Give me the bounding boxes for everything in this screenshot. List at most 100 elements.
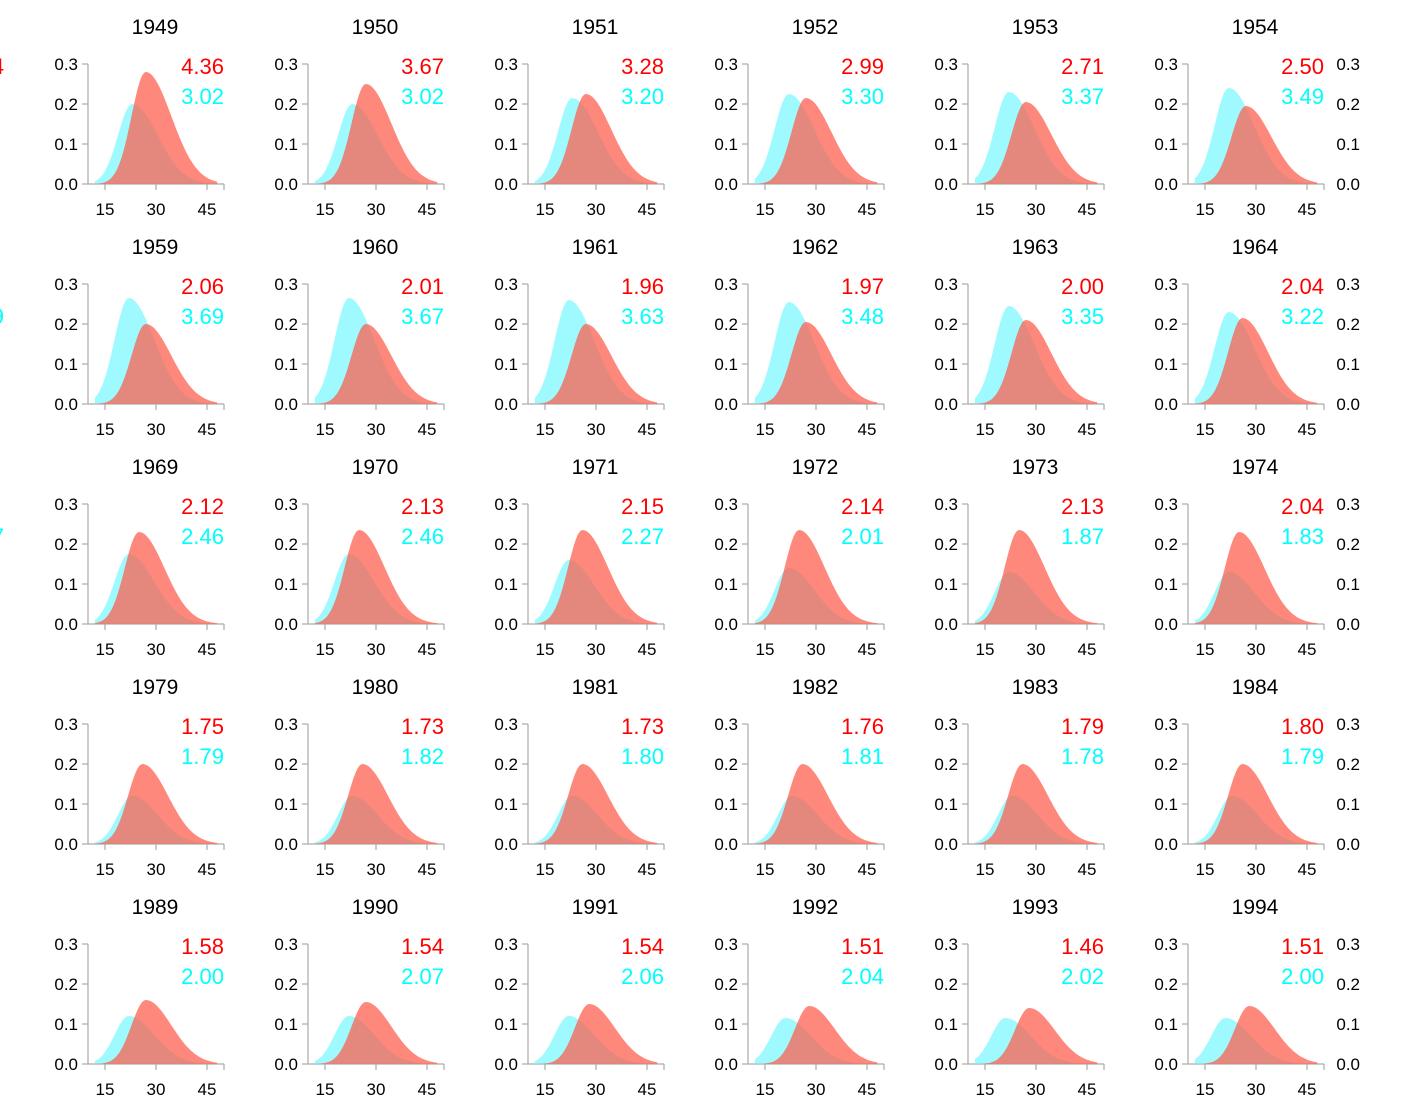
x-tick-label: 45 [1298, 860, 1317, 879]
x-tick-label: 45 [1078, 860, 1097, 879]
y-tick-label: 0.0 [1154, 1055, 1178, 1074]
panel-title: 1962 [792, 236, 839, 259]
y-tick-label: 0.3 [934, 935, 958, 954]
y-tick-label: 0.3 [54, 495, 78, 514]
x-tick-label: 30 [587, 200, 606, 219]
red-density-area [1194, 106, 1318, 184]
red-density-area [314, 84, 438, 184]
y-tick-label: 0.1 [274, 795, 298, 814]
x-tick-label: 45 [1078, 200, 1097, 219]
cyan-value-label: 2.00 [1281, 964, 1324, 989]
y-tick-label: 0.2 [714, 95, 738, 114]
clipped-left-value: 4 [0, 54, 4, 79]
y-tick-label: 0.1 [54, 575, 78, 594]
y-tick-label: 0.2 [1154, 95, 1178, 114]
y-tick-label: 0.1 [54, 355, 78, 374]
y-tick-label: 0.2 [494, 755, 518, 774]
x-tick-label: 30 [147, 860, 166, 879]
x-tick-label: 15 [756, 1080, 775, 1099]
red-value-label: 2.71 [1061, 54, 1104, 79]
x-tick-label: 30 [367, 200, 386, 219]
y-tick-label: 0.1 [1154, 795, 1178, 814]
panel-title: 1973 [1012, 456, 1059, 479]
panel-title: 1989 [132, 896, 179, 919]
panel-title: 1952 [792, 16, 839, 39]
x-tick-label: 15 [96, 200, 115, 219]
y-tick-label: 0.3 [494, 55, 518, 74]
red-density-area [754, 530, 878, 624]
red-value-label: 4.36 [181, 54, 224, 79]
x-tick-label: 30 [1027, 1080, 1046, 1099]
red-value-label: 2.06 [181, 274, 224, 299]
x-tick-label: 45 [858, 860, 877, 879]
y-tick-label: 0.0 [934, 1055, 958, 1074]
y-tick-label: 0.1 [274, 575, 298, 594]
clipped-left-value: 7 [0, 524, 4, 549]
red-density-area [1194, 318, 1318, 404]
red-density-area [754, 322, 878, 404]
panel-title: 1974 [1232, 456, 1279, 479]
red-value-label: 2.04 [1281, 494, 1324, 519]
red-value-label: 2.14 [841, 494, 884, 519]
x-tick-label: 30 [147, 200, 166, 219]
cyan-value-label: 2.46 [401, 524, 444, 549]
y-tick-label: 0.2 [54, 975, 78, 994]
clipped-y-tick-label: 0.1 [1336, 795, 1360, 814]
y-tick-label: 0.0 [494, 615, 518, 634]
red-density-area [314, 764, 438, 844]
y-tick-label: 0.3 [274, 715, 298, 734]
panel-1984: 1984 0.0 0.1 0.2 0.3 15 30 45 1.80 1.79 0.0 0.1 0.2 0… [1154, 676, 1360, 879]
x-tick-label: 30 [807, 1080, 826, 1099]
x-tick-label: 15 [536, 860, 555, 879]
clipped-y-tick-label: 0.1 [1336, 355, 1360, 374]
y-tick-label: 0.3 [714, 935, 738, 954]
y-tick-label: 0.1 [494, 795, 518, 814]
panel-title: 1991 [572, 896, 619, 919]
cyan-value-label: 1.82 [401, 744, 444, 769]
panel-1951: 1951 0.0 0.1 0.2 0.3 15 30 45 3.28 3.20 [494, 16, 665, 219]
y-tick-label: 0.3 [494, 495, 518, 514]
red-value-label: 2.01 [401, 274, 444, 299]
red-value-label: 2.99 [841, 54, 884, 79]
y-tick-label: 0.3 [274, 495, 298, 514]
panel-title: 1970 [352, 456, 399, 479]
y-tick-label: 0.2 [274, 535, 298, 554]
y-tick-label: 0.2 [934, 95, 958, 114]
y-tick-label: 0.0 [1154, 835, 1178, 854]
y-tick-label: 0.3 [274, 275, 298, 294]
panel-1963: 1963 0.0 0.1 0.2 0.3 15 30 45 2.00 3.35 [934, 236, 1105, 439]
red-value-label: 1.73 [621, 714, 664, 739]
clipped-y-tick-label: 0.2 [1336, 535, 1360, 554]
y-tick-label: 0.3 [1154, 495, 1178, 514]
clipped-y-tick-label: 0.3 [1336, 55, 1360, 74]
clipped-y-tick-label: 0.0 [1336, 615, 1360, 634]
panel-1969: 1969 0.0 0.1 0.2 0.3 15 30 45 2.12 2.46 [54, 456, 225, 659]
cyan-value-label: 1.83 [1281, 524, 1324, 549]
y-tick-label: 0.0 [714, 395, 738, 414]
y-tick-label: 0.0 [1154, 615, 1178, 634]
panel-title: 1953 [1012, 16, 1059, 39]
y-tick-label: 0.0 [494, 175, 518, 194]
red-value-label: 1.51 [1281, 934, 1324, 959]
y-tick-label: 0.2 [934, 535, 958, 554]
red-value-label: 1.73 [401, 714, 444, 739]
y-tick-label: 0.1 [54, 135, 78, 154]
red-density-area [534, 764, 658, 844]
red-density-area [94, 72, 218, 184]
x-tick-label: 45 [198, 1080, 217, 1099]
red-value-label: 2.15 [621, 494, 664, 519]
clipped-y-tick-label: 0.3 [1336, 715, 1360, 734]
y-tick-label: 0.3 [934, 55, 958, 74]
red-density-area [754, 1006, 878, 1064]
y-tick-label: 0.2 [54, 315, 78, 334]
panel-title: 1959 [132, 236, 179, 259]
y-tick-label: 0.2 [274, 755, 298, 774]
x-tick-label: 15 [1196, 1080, 1215, 1099]
x-tick-label: 45 [1078, 1080, 1097, 1099]
red-value-label: 1.96 [621, 274, 664, 299]
x-tick-label: 45 [858, 640, 877, 659]
x-tick-label: 45 [858, 420, 877, 439]
x-tick-label: 45 [1298, 420, 1317, 439]
x-tick-label: 45 [418, 420, 437, 439]
x-tick-label: 15 [316, 420, 335, 439]
